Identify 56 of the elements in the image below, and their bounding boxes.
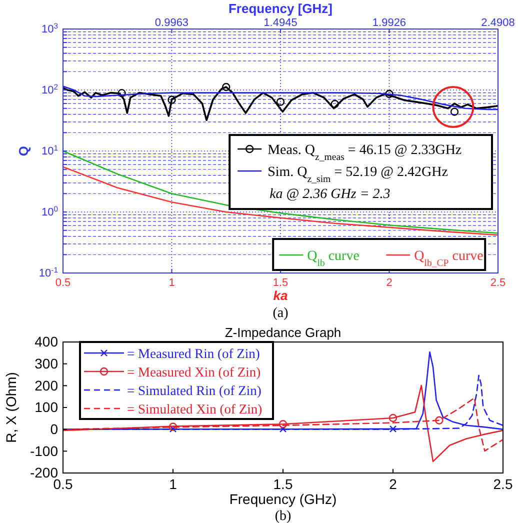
annotation: ka @ 2.36 GHz = 2.3	[270, 187, 390, 202]
y-tick-label: 400	[34, 334, 58, 350]
line-series	[63, 166, 498, 236]
y-axis-title: Q	[16, 146, 31, 156]
point	[278, 420, 288, 428]
point	[450, 108, 459, 116]
x-axis-title: Frequency (GHz)	[229, 491, 337, 507]
x-tick-label: 2.5	[490, 277, 506, 289]
legend-label: = Simulated Rin (of Zin)	[127, 383, 262, 398]
point	[222, 82, 230, 92]
point	[276, 98, 285, 106]
point	[385, 90, 394, 98]
y-tick-label: 300	[34, 356, 58, 372]
y-tick-label: 100	[34, 399, 58, 416]
x2-tick-label: 0.9963	[154, 17, 189, 29]
legend-label: = Measured Rin (of Zin)	[127, 346, 260, 361]
chart-title: Z-Impedance Graph	[224, 325, 342, 340]
point	[389, 425, 397, 432]
point	[330, 100, 339, 108]
x-axis-title: ka	[273, 288, 288, 303]
text: (b)	[274, 509, 292, 523]
legend-label: Sim. Q$_{z_sim}$ = 52.19 @ 2.42GHz	[268, 165, 448, 184]
legend-label: = Simulated Xin (of Zin)	[127, 402, 262, 416]
legend-label: Meas. Q$_{z_meas}$ = 46.15 @ 2.33GHz	[268, 143, 462, 162]
x-tick-label: 2	[389, 476, 398, 492]
x-tick-label: 1.5	[273, 476, 293, 492]
point	[168, 422, 178, 431]
point	[169, 425, 177, 432]
x-tick-label: 1.5	[272, 277, 288, 289]
x-tick-label: 0.5	[55, 277, 71, 289]
y-tick-label: 10$^{3}$	[41, 21, 58, 36]
x2-axis-title: Frequency [GHz]	[228, 1, 333, 16]
point	[118, 88, 126, 98]
text: (a)	[272, 306, 289, 321]
y-tick-label: -100	[30, 442, 58, 459]
x2-tick-label: 1.9926	[372, 17, 406, 29]
legend-label: Q$_{lb_CP}$ curve	[414, 249, 484, 268]
y-tick-label: 10$^{1}$	[41, 143, 58, 158]
legend-label: Q$_{lb}$ curve	[307, 249, 360, 268]
x-tick-label: 1	[169, 476, 178, 492]
y-tick-label: 10$^{-1}$	[38, 265, 58, 280]
x-tick-label: 2	[386, 277, 392, 289]
x2-tick-label: 2.4908	[481, 17, 515, 29]
x-tick-label: 2.5	[493, 476, 513, 492]
y-tick-label: 10$^{0}$	[41, 204, 58, 219]
line-series	[63, 86, 498, 110]
y-tick-label: 10$^{2}$	[41, 82, 58, 97]
x-tick-label: 1	[168, 277, 175, 289]
legend-label: = Measured Xin (of Zin)	[127, 364, 261, 380]
point	[168, 96, 176, 104]
y-tick-label: 200	[34, 377, 58, 394]
y-axis-title: R, X (Ohm)	[3, 372, 19, 443]
x2-tick-label: 1.4945	[264, 17, 298, 29]
y-tick-label: 0	[50, 421, 58, 437]
point	[435, 416, 444, 424]
point	[388, 414, 398, 422]
